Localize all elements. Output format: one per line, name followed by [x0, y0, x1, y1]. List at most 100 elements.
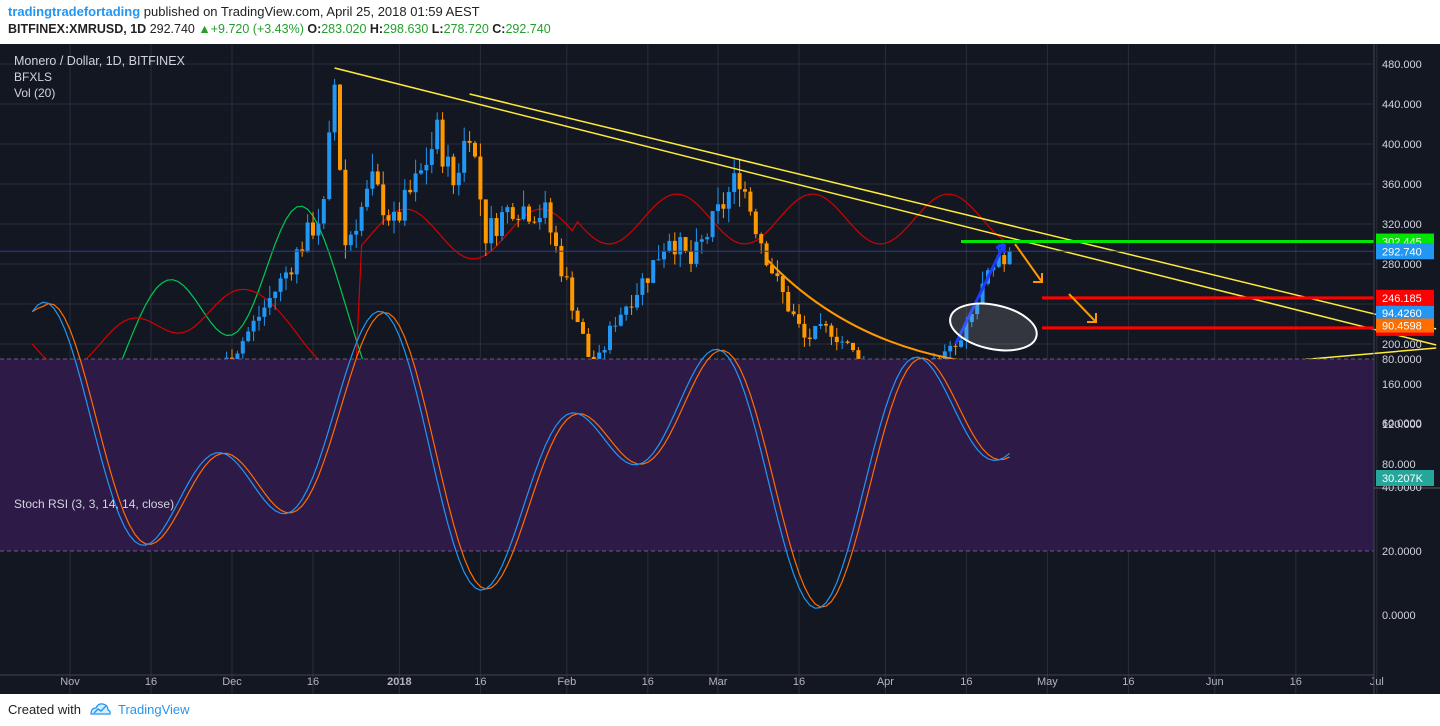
candle-body [240, 341, 245, 354]
candle-body [716, 204, 720, 212]
candle-body [435, 119, 440, 150]
candle-body [278, 278, 283, 292]
candle-body [624, 306, 629, 315]
blue-arrow-head [995, 242, 1006, 253]
down-arrow-head [1033, 273, 1043, 283]
candle-body [251, 320, 256, 332]
low-label: L: [431, 22, 444, 36]
candle-body [332, 84, 337, 133]
candle-body [505, 207, 510, 213]
candle-body [705, 237, 710, 240]
candle-body [359, 206, 364, 231]
legend-stoch-rsi[interactable]: Stoch RSI (3, 3, 14, 14, close) [14, 497, 174, 511]
candle-body [311, 222, 315, 236]
price-label-text: 246.185 [1382, 293, 1422, 305]
chart-header: tradingtradefortading published on Tradi… [0, 0, 1440, 44]
candle-body [548, 202, 553, 233]
x-tick-label: 16 [1122, 676, 1134, 688]
candle-body [775, 273, 780, 277]
candle-body [343, 169, 348, 246]
stoch-tick-label: 80.0000 [1382, 354, 1422, 366]
published-text: published on TradingView.com, April 25, … [143, 4, 480, 19]
candle-body [753, 211, 758, 235]
candle-body [764, 243, 769, 266]
candle-body [791, 311, 796, 315]
candle-body [748, 191, 753, 212]
candle-body [257, 316, 261, 321]
x-tick-label: Nov [60, 676, 80, 688]
x-tick-label: 2018 [387, 676, 411, 688]
candle-body [321, 199, 326, 224]
price-tick-label: 160.000 [1382, 379, 1422, 391]
legend-title: Monero / Dollar, 1D, BITFINEX [14, 54, 186, 68]
open-label: O: [307, 22, 322, 36]
candle-body [613, 325, 618, 327]
x-tick-label: 16 [474, 676, 486, 688]
author-link[interactable]: tradingtradefortading [8, 4, 141, 19]
candle-body [813, 325, 818, 339]
candle-body [338, 84, 342, 170]
candle-body [570, 277, 575, 311]
tradingview-link[interactable]: TradingView [118, 702, 190, 717]
symbol-label: BITFINEX:XMRUSD, 1D [8, 22, 147, 36]
candle-body [419, 170, 423, 174]
candle-body [537, 217, 542, 223]
legend-bfxls[interactable]: BFXLS [14, 70, 52, 84]
publish-line: tradingtradefortading published on Tradi… [8, 4, 480, 19]
candle-body [721, 204, 726, 209]
candle-body [797, 314, 801, 324]
candle-body [645, 278, 650, 283]
created-with-text: Created with [8, 702, 81, 717]
x-tick-label: 16 [1290, 676, 1302, 688]
candle-body [1002, 255, 1007, 265]
close-value: 292.740 [505, 22, 551, 36]
high-value: 298.630 [383, 22, 429, 36]
candle-body [273, 291, 278, 299]
price-label-text: 292.740 [1382, 246, 1422, 258]
stoch-tick-label: 60.0000 [1382, 418, 1422, 430]
legend-volume[interactable]: Vol (20) [14, 86, 55, 100]
candle-body [581, 322, 585, 334]
candle-body [834, 336, 839, 343]
candle-body [732, 173, 737, 193]
change-value: +9.720 (+3.43%) [210, 22, 304, 36]
price-tick-label: 360.000 [1382, 179, 1422, 191]
candle-body [527, 206, 531, 222]
candle-body [365, 188, 369, 207]
candle-body [953, 345, 958, 347]
candle-body [829, 325, 834, 337]
candle-body [667, 240, 672, 252]
candle-body [467, 140, 472, 143]
stoch-label-box [1376, 305, 1434, 320]
candle-body [851, 342, 855, 351]
candle-body [246, 331, 251, 342]
candle-body [635, 294, 639, 308]
up-arrow-icon: ▲ [198, 22, 211, 36]
x-tick-label: Apr [877, 676, 894, 688]
candle-body [473, 142, 477, 157]
candle-body [440, 119, 445, 167]
price-tick-label: 480.000 [1382, 59, 1422, 71]
tradingview-logo-icon[interactable] [88, 700, 112, 718]
candle-body [948, 345, 953, 352]
x-tick-label: Feb [557, 676, 576, 688]
chart-canvas[interactable]: Nov 16 Dec 16 2018 16 Feb 16 Mar 16 Apr 16 May 16 Jun 1… [0, 44, 1440, 694]
bfxls-shorts-line [31, 193, 1010, 370]
candle-body [786, 292, 791, 312]
candle-body [489, 218, 494, 244]
down-arrow-icon [1014, 243, 1043, 283]
candle-body [294, 249, 299, 275]
candle-body [559, 245, 564, 277]
down-arrow-icon [1068, 293, 1097, 323]
candle-body [510, 207, 515, 219]
stoch-label-box [1376, 318, 1434, 333]
candle-body [1007, 251, 1012, 265]
candle-body [824, 323, 828, 326]
candle-body [381, 184, 386, 216]
price-tick-label: 280.000 [1382, 259, 1422, 271]
candle-body [845, 341, 850, 343]
candle-body [575, 310, 580, 323]
candle-body [818, 323, 823, 326]
open-value: 283.020 [321, 22, 367, 36]
candle-body [451, 156, 456, 186]
